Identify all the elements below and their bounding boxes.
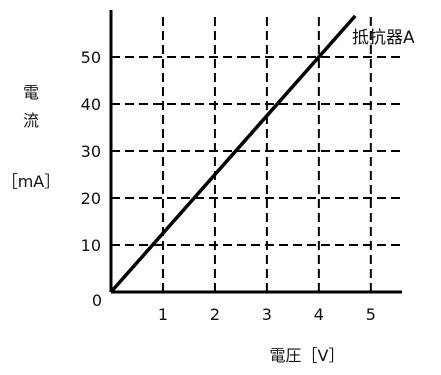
series <box>109 14 357 294</box>
series-line-1 <box>109 14 357 294</box>
y-axis-title-line-1: 電 <box>23 83 39 102</box>
series-label: 抵抗器A <box>352 28 415 48</box>
y-axis-title-line-2: 流 <box>23 111 39 130</box>
y-tick-label-5: 50 <box>81 48 101 67</box>
y-tick-label-1: 10 <box>81 236 101 255</box>
x-tick-label-2: 2 <box>210 305 220 324</box>
origin-label: 0 <box>92 291 102 310</box>
y-tick-label-3: 30 <box>81 142 101 161</box>
x-axis-title: 電圧［V］ <box>270 346 345 365</box>
x-tick-label-4: 4 <box>314 305 324 324</box>
x-tick-label-5: 5 <box>366 305 376 324</box>
y-tick-label-4: 40 <box>81 95 101 114</box>
labels: 0 電 流 ［mA］ 電圧［V］ 抵抗器A 1 2 3 4 5 10 20 30 40 50 <box>2 28 415 365</box>
y-tick-label-2: 20 <box>81 189 101 208</box>
axes <box>109 10 402 294</box>
x-tick-label-1: 1 <box>158 305 168 324</box>
y-axis-title-line-3: ［mA］ <box>2 172 61 191</box>
x-tick-label-3: 3 <box>262 305 272 324</box>
grid <box>111 12 402 292</box>
